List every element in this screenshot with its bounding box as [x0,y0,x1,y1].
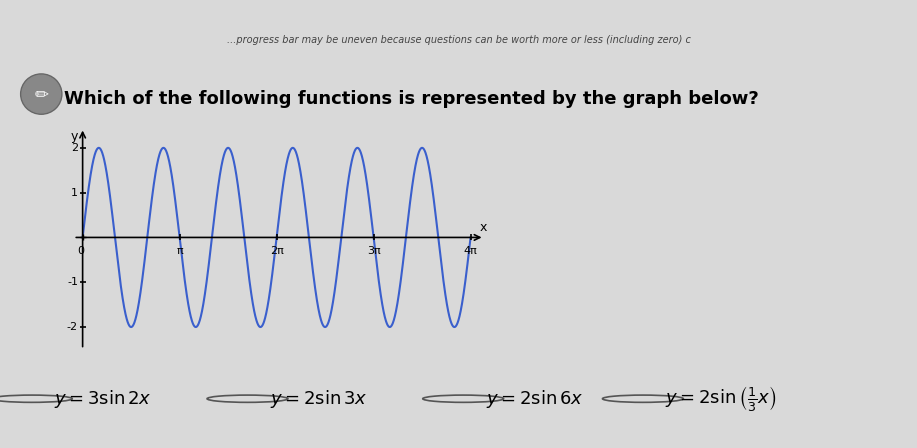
Text: 4π: 4π [464,246,478,255]
Text: $y = 3\sin 2x$: $y = 3\sin 2x$ [54,388,152,410]
Text: y: y [71,130,78,143]
Text: $y = 2\sin 6x$: $y = 2\sin 6x$ [486,388,583,410]
Circle shape [20,74,62,114]
Text: 2π: 2π [270,246,283,255]
Text: ✏: ✏ [34,85,49,103]
Text: Which of the following functions is represented by the graph below?: Which of the following functions is repr… [64,90,759,108]
Text: $y = 2\sin 3x$: $y = 2\sin 3x$ [270,388,368,410]
Text: $y = 2\sin\left(\frac{1}{3}x\right)$: $y = 2\sin\left(\frac{1}{3}x\right)$ [666,384,777,413]
Text: x: x [480,221,487,234]
Circle shape [22,75,61,113]
Text: -1: -1 [67,277,78,287]
Text: 3π: 3π [367,246,381,255]
Text: π: π [176,246,182,255]
Text: ...progress bar may be uneven because questions can be worth more or less (inclu: ...progress bar may be uneven because qu… [226,35,691,45]
Text: 1: 1 [71,188,78,198]
Text: 2: 2 [71,143,78,153]
Text: -2: -2 [67,322,78,332]
Text: 0: 0 [78,246,84,255]
